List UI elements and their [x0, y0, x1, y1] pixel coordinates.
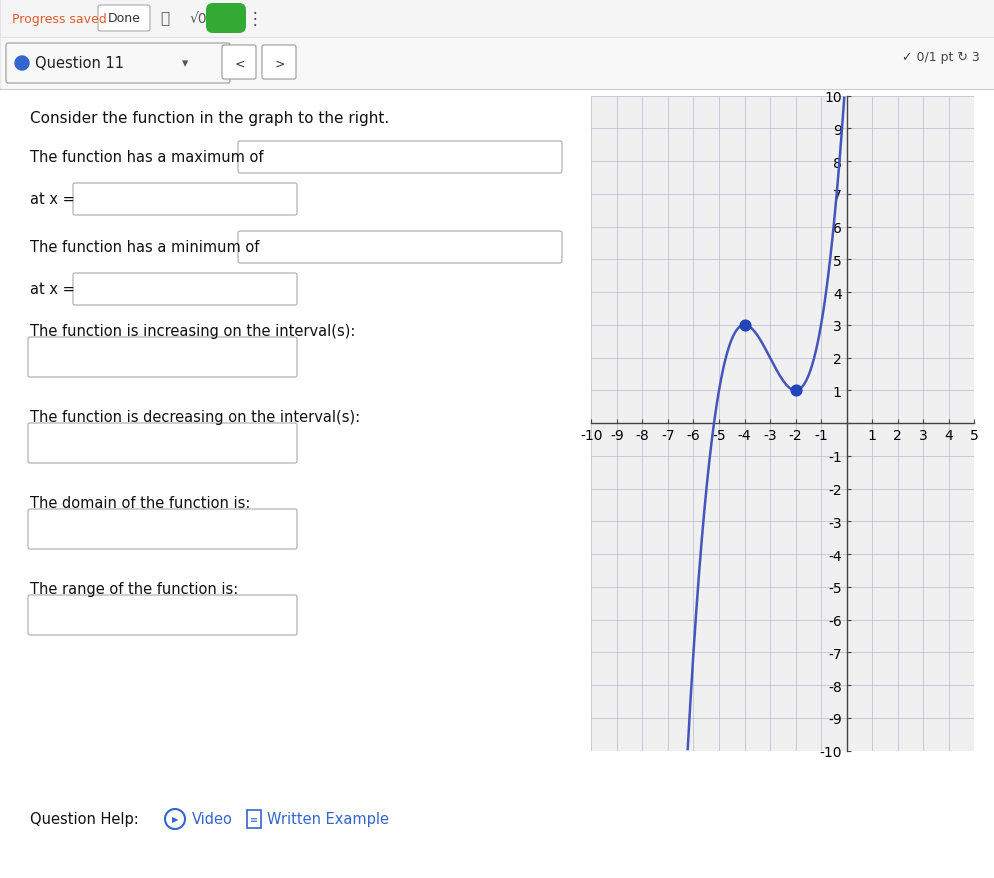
Text: ▾: ▾: [182, 57, 188, 70]
FancyBboxPatch shape: [73, 184, 297, 216]
FancyBboxPatch shape: [73, 274, 297, 306]
Text: Written Example: Written Example: [267, 811, 389, 826]
FancyBboxPatch shape: [28, 595, 297, 636]
Text: The domain of the function is:: The domain of the function is:: [30, 496, 250, 511]
Text: <: <: [235, 57, 246, 70]
Text: ≡: ≡: [249, 814, 258, 824]
Text: Done: Done: [107, 12, 140, 25]
FancyBboxPatch shape: [238, 232, 562, 263]
FancyBboxPatch shape: [238, 142, 562, 174]
Bar: [247, 810, 261, 828]
Text: >: >: [274, 57, 285, 70]
Text: Progress saved: Progress saved: [12, 12, 106, 25]
Bar: [0, 0, 994, 38]
Text: The range of the function is:: The range of the function is:: [30, 582, 239, 597]
FancyBboxPatch shape: [206, 4, 246, 34]
Text: Question Help:: Question Help:: [30, 811, 139, 826]
FancyBboxPatch shape: [28, 509, 297, 550]
Text: ✓ 0/1 pt ↻ 3: ✓ 0/1 pt ↻ 3: [903, 52, 980, 64]
Text: The function has a minimum of: The function has a minimum of: [30, 241, 259, 255]
Text: The function is decreasing on the interval(s):: The function is decreasing on the interv…: [30, 410, 360, 425]
Text: at x =: at x =: [30, 282, 75, 297]
Text: ▶: ▶: [172, 815, 178, 824]
Text: The function has a maximum of: The function has a maximum of: [30, 150, 263, 165]
Text: Question 11: Question 11: [35, 56, 124, 71]
FancyBboxPatch shape: [262, 46, 296, 80]
Text: The function is increasing on the interval(s):: The function is increasing on the interv…: [30, 324, 356, 339]
Text: Consider the function in the graph to the right.: Consider the function in the graph to th…: [30, 111, 390, 126]
FancyBboxPatch shape: [98, 6, 150, 32]
Bar: [0, 38, 994, 90]
Point: [737, 319, 752, 333]
Text: ⎙: ⎙: [160, 11, 170, 26]
Text: Video: Video: [192, 811, 233, 826]
FancyBboxPatch shape: [222, 46, 256, 80]
FancyBboxPatch shape: [6, 44, 230, 84]
Text: ⋮: ⋮: [247, 10, 263, 28]
FancyBboxPatch shape: [28, 338, 297, 378]
Point: [787, 384, 803, 398]
FancyBboxPatch shape: [28, 423, 297, 464]
Text: √0: √0: [190, 12, 208, 26]
Text: at x =: at x =: [30, 192, 75, 207]
Circle shape: [15, 57, 29, 71]
